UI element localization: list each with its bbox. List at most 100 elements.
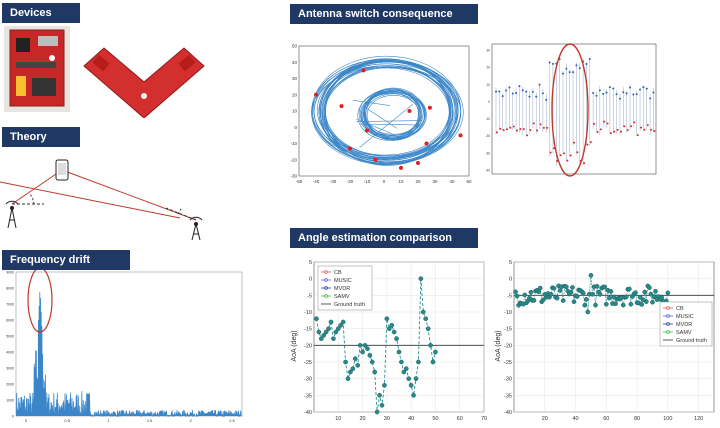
wave-point: [545, 98, 548, 101]
switch-point: [361, 68, 366, 73]
wave-ytick-label: -40: [485, 169, 490, 173]
phone-icon: [55, 159, 69, 181]
wave-point: [496, 131, 498, 134]
switch-point: [458, 133, 463, 138]
aoa1-point: [314, 316, 319, 322]
aoa2-xtick-label: 100: [663, 416, 672, 422]
theory-diagram: [0, 159, 203, 240]
wave-point: [578, 67, 581, 70]
aoa1-point: [396, 349, 402, 355]
wave-point: [568, 71, 571, 74]
aoa1-point: [384, 316, 390, 322]
wave-point: [630, 125, 632, 128]
circle-xtick-label: 20: [415, 179, 421, 184]
aoa2-point: [639, 302, 645, 307]
aoa-chart-1: AoA (deg) 50-5-10-15-20-25-30-35-40 10 20…: [291, 260, 487, 422]
antenna-switch-waveform-plot: 30 20 10 0 -10 -20 -30 -40: [485, 43, 657, 177]
aoa2-ytick-label: -40: [504, 410, 512, 416]
aoa2-point: [522, 292, 528, 298]
aoa1-legend-marker: [324, 294, 328, 298]
antenna-switch-header: Antenna switch consequence: [290, 4, 478, 24]
aoa2-point: [585, 309, 591, 315]
aoa1-xtick-label: 60: [457, 416, 463, 422]
aoa1-point: [365, 346, 370, 352]
aoa1-point: [430, 359, 436, 365]
wave-point: [531, 90, 534, 93]
aoa1-point: [399, 359, 404, 365]
aoa1-point: [357, 342, 363, 348]
aoa1-point: [362, 342, 368, 348]
wave-point: [609, 132, 612, 135]
wave-ytick-label: 30: [486, 49, 490, 53]
aoa1-legend-label: Ground truth: [334, 302, 365, 308]
aoa1-ytick-label: -25: [304, 360, 312, 366]
wave-point: [552, 147, 555, 150]
switch-point: [365, 128, 369, 133]
wave-point: [536, 129, 539, 132]
aoa1-point: [389, 322, 395, 328]
wave-ytick-label: -20: [485, 134, 490, 138]
wave-point: [528, 95, 531, 98]
wave-point: [583, 162, 586, 165]
circle-xtick-label: 10: [398, 179, 404, 184]
aoa2-point: [642, 289, 648, 295]
aoa1-legend-label: SAMV: [334, 294, 350, 300]
aoa2-point: [528, 289, 534, 295]
freq-xtick-label: 2: [190, 418, 193, 423]
wave-point: [635, 93, 638, 96]
aoa2-xtick-label: 40: [572, 416, 578, 422]
aoa2-point: [665, 290, 671, 296]
wave-point: [501, 95, 504, 98]
aoa2-point: [620, 302, 626, 308]
aoa1-xtick-label: 40: [408, 416, 414, 422]
aoa1-point: [433, 349, 438, 355]
aoa1-ylabel: AoA (deg): [291, 330, 298, 361]
aoa-chart-2: AoA (deg) 5 0 -5 -10 -15 -20 -25 -30 -35 -40 20 40…: [495, 260, 715, 422]
aoa1-ytick-label: -10: [304, 310, 312, 316]
aoa2-point: [623, 294, 629, 300]
wave-point: [653, 130, 656, 133]
aoa2-point: [548, 291, 554, 297]
aoa2-point: [633, 290, 638, 295]
aoa2-point: [560, 298, 566, 303]
wave-point: [522, 128, 525, 131]
wave-point: [521, 89, 524, 92]
aoa2-point: [659, 295, 665, 300]
circle-xtick-label: -20: [347, 179, 354, 184]
aoa2-point: [563, 284, 569, 290]
aoa2-point: [570, 285, 575, 290]
wave-point: [585, 63, 588, 66]
theory-header: Theory: [2, 127, 80, 147]
wave-point: [645, 87, 648, 90]
freq-ytick-label: 3000: [6, 367, 14, 371]
antenna-board-photo: [83, 47, 205, 118]
device-board-photo: [4, 26, 70, 112]
wave-point: [559, 154, 562, 157]
wave-point: [599, 128, 602, 131]
wave-point: [546, 126, 549, 129]
circle-rings: [311, 55, 464, 166]
aoa1-point: [318, 336, 324, 342]
circle-ytick-label: -20: [290, 157, 297, 162]
wave-point: [588, 58, 591, 61]
aoa2-ytick-label: -5: [507, 293, 512, 299]
aoa2-point: [557, 288, 563, 293]
wave-point: [576, 151, 579, 154]
antenna-icon: [189, 216, 203, 240]
wave-point: [589, 141, 592, 144]
freq-ytick-label: 7000: [6, 303, 14, 307]
wave-ytick-label: 0: [488, 100, 490, 104]
aoa1-point: [386, 326, 392, 332]
aoa1-point: [428, 342, 433, 348]
wave-point: [602, 92, 605, 95]
aoa1-ytick-label: -35: [304, 393, 312, 399]
circle-xtick-label: -10: [364, 179, 371, 184]
aoa2-point: [594, 283, 600, 289]
freq-ytick-label: 4000: [6, 351, 14, 355]
aoa2-legend-marker: [666, 330, 670, 334]
freq-ytick-label: 6000: [6, 319, 14, 323]
aoa2-point: [514, 293, 520, 299]
aoa2-xtick-label: 80: [634, 416, 640, 422]
circle-ytick-label: 10: [292, 109, 298, 114]
aoa1-legend-label: CB: [334, 270, 342, 276]
